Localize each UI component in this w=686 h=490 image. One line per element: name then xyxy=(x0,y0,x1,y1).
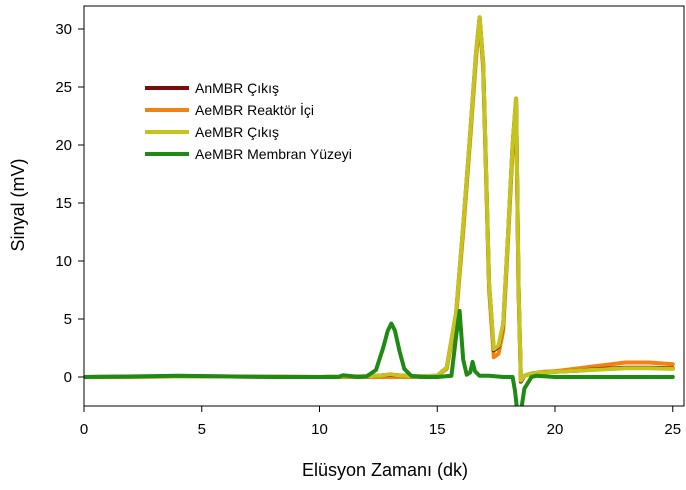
series-line-4 xyxy=(84,308,675,406)
x-tick-label: 20 xyxy=(547,421,564,438)
x-tick-label: 15 xyxy=(429,421,446,438)
series-layer xyxy=(84,15,675,406)
x-axis-title: Elüsyon Zamanı (dk) xyxy=(302,460,468,480)
x-tick-label: 10 xyxy=(311,421,328,438)
x-tick-label: 0 xyxy=(80,421,88,438)
y-tick-label: 25 xyxy=(55,79,72,96)
legend-label: AeMBR Reaktör İçi xyxy=(195,101,314,118)
legend-label: AnMBR Çıkış xyxy=(195,80,279,96)
series-line-2 xyxy=(84,17,675,384)
plot-frame xyxy=(83,5,685,407)
x-tick-label: 25 xyxy=(664,421,681,438)
y-tick-label: 10 xyxy=(55,253,72,270)
series-line-3 xyxy=(84,15,675,383)
axes-layer: 0 5 10 15 20 25 0 5 10 15 20 25 30 xyxy=(55,5,685,438)
y-tick-label: 20 xyxy=(55,137,72,154)
legend-label: AeMBR Membran Yüzeyi xyxy=(195,146,352,162)
x-tick-label: 5 xyxy=(198,421,206,438)
y-tick-label: 5 xyxy=(64,311,72,328)
legend-label: AeMBR Çıkış xyxy=(195,124,279,140)
y-tick-label: 0 xyxy=(64,369,72,386)
y-tick-label: 30 xyxy=(55,21,72,38)
y-axis-title: Sinyal (mV) xyxy=(8,158,28,251)
series-line-1 xyxy=(84,15,675,384)
legend: AnMBR Çıkış AeMBR Reaktör İçi AeMBR Çıkış A… xyxy=(145,80,352,162)
y-tick-label: 15 xyxy=(55,195,72,212)
